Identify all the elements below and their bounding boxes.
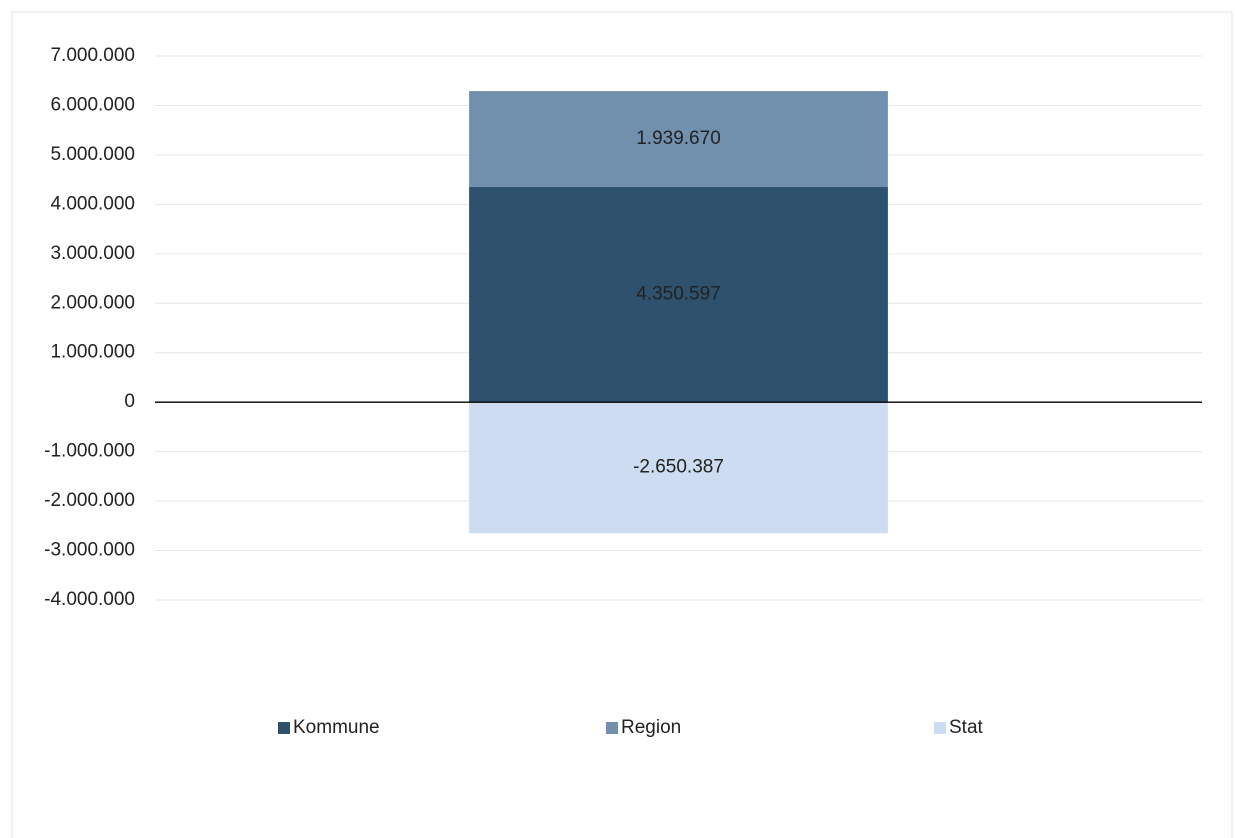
y-tick-label: -4.000.000 — [44, 589, 135, 610]
y-tick-label: 6.000.000 — [50, 94, 135, 115]
legend-label: Stat — [949, 717, 984, 738]
legend-label: Region — [621, 717, 681, 738]
data-label: -2.650.387 — [633, 457, 724, 478]
bar-segment — [469, 402, 888, 534]
legend-swatch — [278, 722, 290, 734]
y-tick-label: 5.000.000 — [50, 144, 135, 165]
y-tick-label: -3.000.000 — [44, 540, 135, 561]
legend-swatch — [606, 722, 618, 734]
y-tick-label: 2.000.000 — [50, 292, 135, 313]
y-tick-label: 1.000.000 — [50, 342, 135, 363]
legend-swatch — [934, 722, 946, 734]
data-label: 1.939.670 — [636, 128, 721, 149]
y-tick-label: 4.000.000 — [50, 193, 135, 214]
legend-label: Kommune — [293, 717, 380, 738]
y-tick-label: -2.000.000 — [44, 490, 135, 511]
data-label: 4.350.597 — [636, 284, 721, 305]
y-tick-label: 7.000.000 — [50, 45, 135, 66]
bar-segment — [469, 187, 888, 403]
y-tick-label: -1.000.000 — [44, 441, 135, 462]
bar-segment — [469, 91, 888, 188]
y-tick-label: 3.000.000 — [50, 243, 135, 264]
y-tick-label: 0 — [124, 391, 135, 412]
